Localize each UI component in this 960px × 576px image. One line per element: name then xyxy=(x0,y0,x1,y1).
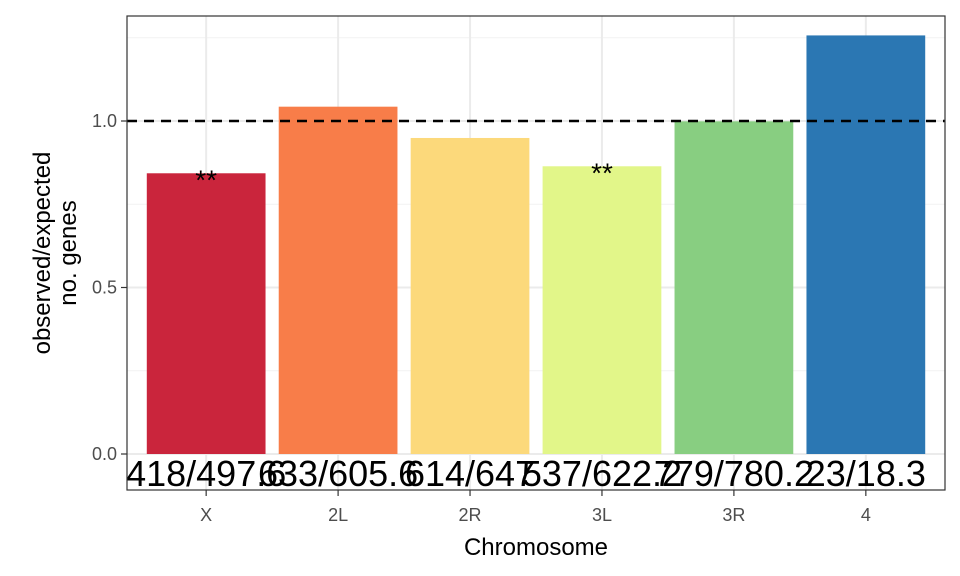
y-tick-label: 1.0 xyxy=(92,111,117,131)
count-label-3r: 779/780.2 xyxy=(654,453,814,494)
x-tick-label-3l: 3L xyxy=(592,505,612,525)
bar-x xyxy=(146,173,266,454)
bar-2r xyxy=(410,137,530,454)
x-tick-label-2r: 2R xyxy=(459,505,482,525)
bars xyxy=(146,35,926,454)
y-tick-label: 0.0 xyxy=(92,444,117,464)
count-label-x: 418/497.6 xyxy=(126,453,286,494)
bar-3r xyxy=(674,121,794,454)
y-tick-label: 0.5 xyxy=(92,278,117,298)
count-label-2l: 633/605.6 xyxy=(258,453,418,494)
x-tick-label-4: 4 xyxy=(861,505,871,525)
plot-panel-border xyxy=(126,15,946,491)
significance-label-3l: ** xyxy=(591,157,613,188)
bar-3l xyxy=(542,166,662,454)
x-tick-label-x: X xyxy=(200,505,212,525)
significance-labels: ** ** xyxy=(195,157,613,195)
y-axis-ticks: 0.0 0.5 1.0 xyxy=(92,111,127,464)
bar-2l xyxy=(278,106,398,454)
count-label-4: 23/18.3 xyxy=(806,453,926,494)
x-tick-label-2l: 2L xyxy=(328,505,348,525)
bar-4 xyxy=(806,35,926,454)
y-axis-title-line-1: observed/expected xyxy=(29,152,56,355)
count-label-3l: 537/622.2 xyxy=(522,453,682,494)
significance-label-x: ** xyxy=(195,164,217,195)
x-tick-label-3r: 3R xyxy=(722,505,745,525)
x-axis-title: Chromosome xyxy=(464,534,608,561)
x-axis-ticks: X 2L 2R 3L 3R 4 xyxy=(200,490,871,525)
y-axis-title-line-2: no. genes xyxy=(55,200,82,305)
y-axis-title: observed/expected no. genes xyxy=(29,152,82,355)
count-label-2r: 614/647 xyxy=(405,453,535,494)
count-labels: 418/497.6633/605.6614/647537/622.2779/78… xyxy=(126,453,926,494)
